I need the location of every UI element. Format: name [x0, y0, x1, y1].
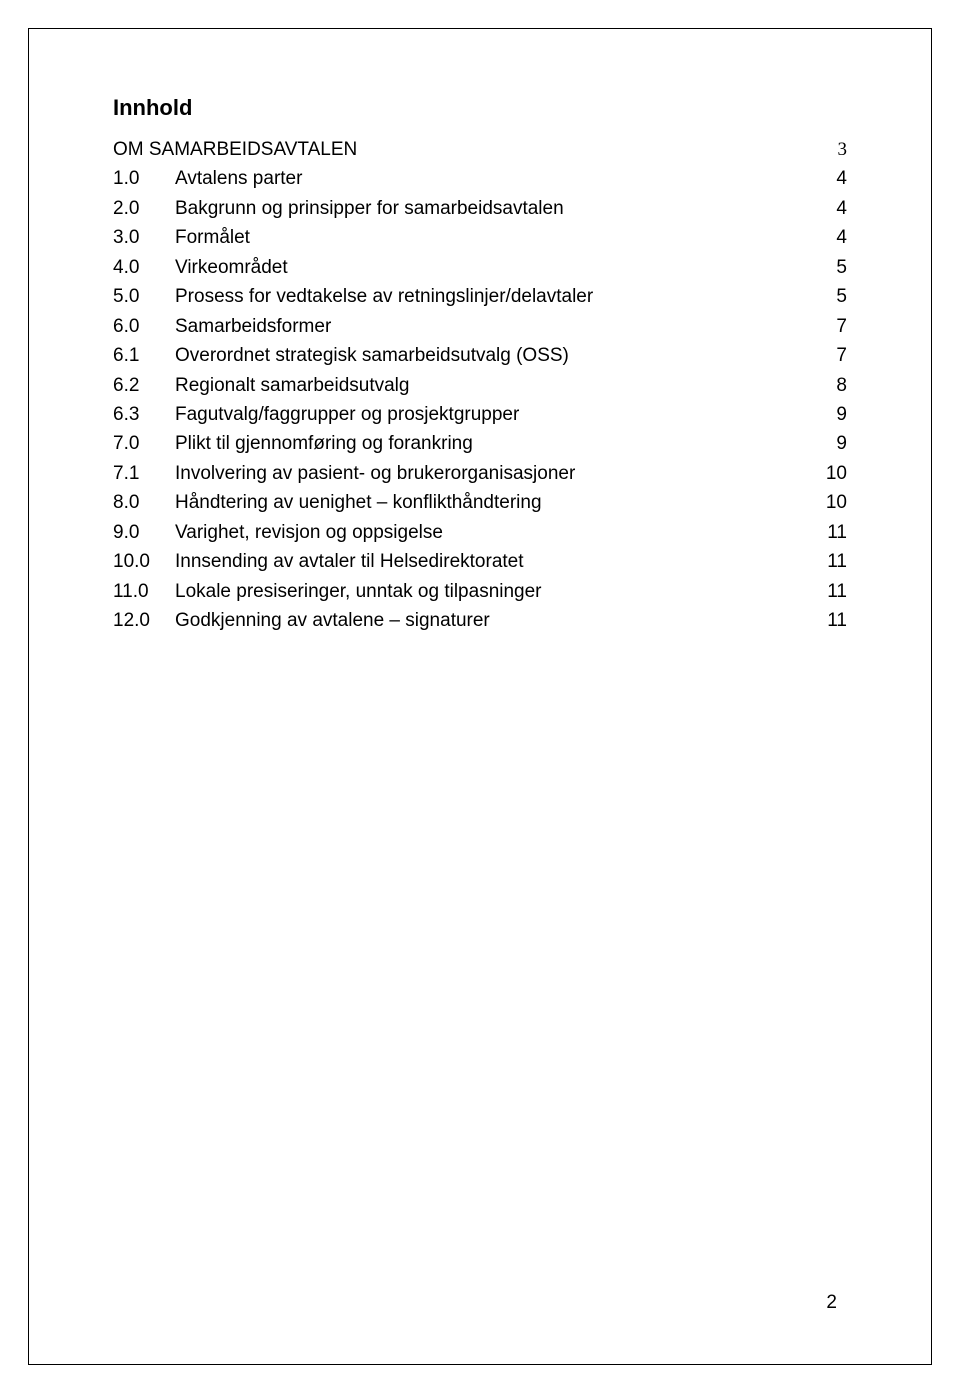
toc-page: 9 — [807, 400, 847, 429]
toc-row: 11.0Lokale presiseringer, unntak og tilp… — [113, 577, 847, 606]
toc-row: OM SAMARBEIDSAVTALEN3 — [113, 135, 847, 164]
toc-label: Overordnet strategisk samarbeidsutvalg (… — [175, 341, 807, 370]
toc-label: Fagutvalg/faggrupper og prosjektgrupper — [175, 400, 807, 429]
toc-page: 4 — [807, 164, 847, 193]
toc-label: Prosess for vedtakelse av retningslinjer… — [175, 282, 807, 311]
document-content: Innhold OM SAMARBEIDSAVTALEN31.0Avtalens… — [29, 29, 931, 635]
toc-number: 6.1 — [113, 341, 175, 370]
toc-page: 11 — [807, 547, 847, 576]
page-number: 2 — [826, 1292, 837, 1314]
document-page: Innhold OM SAMARBEIDSAVTALEN31.0Avtalens… — [28, 28, 932, 1365]
toc-page: 3 — [807, 135, 847, 164]
toc-number: 7.1 — [113, 459, 175, 488]
toc-row: 4.0Virkeområdet5 — [113, 253, 847, 282]
toc-page: 4 — [807, 194, 847, 223]
toc-title: Innhold — [113, 95, 847, 121]
toc-number: 8.0 — [113, 488, 175, 517]
toc-label: OM SAMARBEIDSAVTALEN — [113, 135, 807, 164]
toc-page: 10 — [807, 488, 847, 517]
toc-label: Samarbeidsformer — [175, 312, 807, 341]
toc-number: 7.0 — [113, 429, 175, 458]
toc-number: 9.0 — [113, 518, 175, 547]
toc-list: OM SAMARBEIDSAVTALEN31.0Avtalens parter4… — [113, 135, 847, 635]
toc-number: 3.0 — [113, 223, 175, 252]
toc-number: 1.0 — [113, 164, 175, 193]
toc-label: Plikt til gjennomføring og forankring — [175, 429, 807, 458]
toc-page: 11 — [807, 577, 847, 606]
toc-number: 5.0 — [113, 282, 175, 311]
toc-row: 8.0Håndtering av uenighet – konflikthånd… — [113, 488, 847, 517]
toc-row: 9.0Varighet, revisjon og oppsigelse11 — [113, 518, 847, 547]
toc-page: 10 — [807, 459, 847, 488]
toc-row: 6.1Overordnet strategisk samarbeidsutval… — [113, 341, 847, 370]
toc-label: Regionalt samarbeidsutvalg — [175, 371, 807, 400]
toc-page: 8 — [807, 371, 847, 400]
toc-page: 4 — [807, 223, 847, 252]
toc-number: 4.0 — [113, 253, 175, 282]
toc-row: 6.2Regionalt samarbeidsutvalg8 — [113, 371, 847, 400]
toc-number: 6.0 — [113, 312, 175, 341]
toc-label: Avtalens parter — [175, 164, 807, 193]
toc-page: 11 — [807, 518, 847, 547]
toc-row: 6.3Fagutvalg/faggrupper og prosjektgrupp… — [113, 400, 847, 429]
toc-page: 11 — [807, 606, 847, 635]
toc-label: Lokale presiseringer, unntak og tilpasni… — [175, 577, 807, 606]
toc-page: 5 — [807, 282, 847, 311]
toc-number: 12.0 — [113, 606, 175, 635]
toc-row: 10.0Innsending av avtaler til Helsedirek… — [113, 547, 847, 576]
toc-number: 11.0 — [113, 577, 175, 606]
toc-label: Bakgrunn og prinsipper for samarbeidsavt… — [175, 194, 807, 223]
toc-page: 7 — [807, 341, 847, 370]
toc-number: 6.3 — [113, 400, 175, 429]
toc-label: Varighet, revisjon og oppsigelse — [175, 518, 807, 547]
toc-page: 5 — [807, 253, 847, 282]
toc-row: 7.0Plikt til gjennomføring og forankring… — [113, 429, 847, 458]
toc-label: Involvering av pasient- og brukerorganis… — [175, 459, 807, 488]
toc-number: 10.0 — [113, 547, 175, 576]
toc-row: 12.0Godkjenning av avtalene – signaturer… — [113, 606, 847, 635]
toc-row: 5.0Prosess for vedtakelse av retningslin… — [113, 282, 847, 311]
toc-number: 2.0 — [113, 194, 175, 223]
toc-row: 2.0Bakgrunn og prinsipper for samarbeids… — [113, 194, 847, 223]
toc-label: Virkeområdet — [175, 253, 807, 282]
toc-number: 6.2 — [113, 371, 175, 400]
toc-row: 1.0Avtalens parter4 — [113, 164, 847, 193]
toc-label: Innsending av avtaler til Helsedirektora… — [175, 547, 807, 576]
toc-page: 7 — [807, 312, 847, 341]
toc-label: Håndtering av uenighet – konflikthåndter… — [175, 488, 807, 517]
toc-row: 6.0Samarbeidsformer7 — [113, 312, 847, 341]
toc-row: 3.0Formålet4 — [113, 223, 847, 252]
toc-label: Godkjenning av avtalene – signaturer — [175, 606, 807, 635]
toc-label: Formålet — [175, 223, 807, 252]
toc-row: 7.1Involvering av pasient- og brukerorga… — [113, 459, 847, 488]
toc-page: 9 — [807, 429, 847, 458]
